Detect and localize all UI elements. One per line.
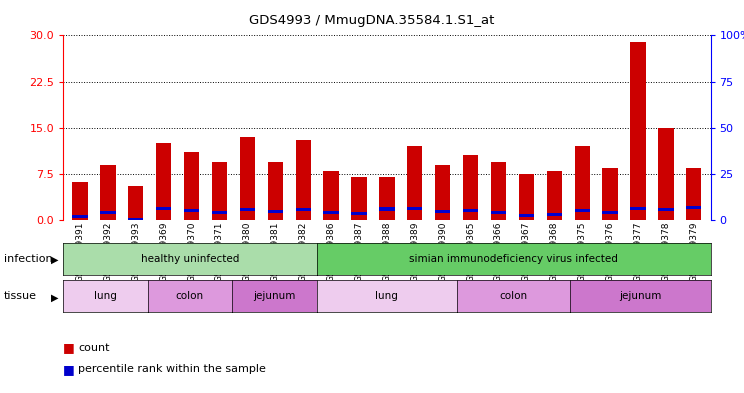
Bar: [268, 162, 283, 220]
Bar: [324, 171, 339, 220]
Bar: [630, 207, 646, 209]
Bar: [295, 208, 311, 211]
Bar: [435, 210, 450, 213]
Bar: [658, 208, 673, 211]
Text: count: count: [78, 343, 109, 353]
Bar: [686, 168, 702, 220]
Text: ▶: ▶: [51, 255, 58, 265]
Text: ▶: ▶: [51, 292, 58, 303]
Bar: [686, 206, 702, 209]
Bar: [184, 152, 199, 220]
Bar: [519, 214, 534, 217]
Text: ■: ■: [63, 341, 75, 354]
Bar: [547, 171, 562, 220]
Bar: [379, 208, 394, 211]
Bar: [128, 186, 144, 220]
Bar: [212, 162, 227, 220]
Text: jejunum: jejunum: [619, 291, 661, 301]
Text: lung: lung: [376, 291, 398, 301]
Bar: [574, 209, 590, 212]
Bar: [603, 211, 618, 214]
Bar: [72, 215, 88, 218]
Bar: [407, 146, 423, 220]
Bar: [435, 165, 450, 220]
Bar: [630, 42, 646, 220]
Bar: [268, 210, 283, 213]
Bar: [658, 128, 673, 220]
Text: ■: ■: [63, 363, 75, 376]
Text: jejunum: jejunum: [253, 291, 295, 301]
Bar: [240, 208, 255, 211]
Text: lung: lung: [94, 291, 117, 301]
Bar: [212, 211, 227, 214]
Bar: [128, 218, 144, 221]
Text: percentile rank within the sample: percentile rank within the sample: [78, 364, 266, 375]
Bar: [156, 207, 171, 209]
Bar: [156, 143, 171, 220]
Bar: [519, 174, 534, 220]
Bar: [72, 182, 88, 220]
Bar: [351, 212, 367, 215]
Bar: [463, 209, 478, 212]
Text: colon: colon: [499, 291, 527, 301]
Text: GDS4993 / MmugDNA.35584.1.S1_at: GDS4993 / MmugDNA.35584.1.S1_at: [249, 14, 495, 27]
Bar: [491, 162, 506, 220]
Bar: [240, 137, 255, 220]
Bar: [547, 213, 562, 216]
Bar: [324, 211, 339, 214]
Bar: [463, 156, 478, 220]
Text: infection: infection: [4, 254, 52, 264]
Text: simian immunodeficiency virus infected: simian immunodeficiency virus infected: [409, 254, 618, 264]
Bar: [295, 140, 311, 220]
Text: colon: colon: [176, 291, 204, 301]
Bar: [100, 211, 115, 214]
Bar: [379, 177, 394, 220]
Bar: [100, 165, 115, 220]
Bar: [491, 211, 506, 214]
Bar: [351, 177, 367, 220]
Text: healthy uninfected: healthy uninfected: [141, 254, 239, 264]
Text: tissue: tissue: [4, 291, 36, 301]
Bar: [603, 168, 618, 220]
Bar: [407, 207, 423, 209]
Bar: [574, 146, 590, 220]
Bar: [184, 209, 199, 212]
